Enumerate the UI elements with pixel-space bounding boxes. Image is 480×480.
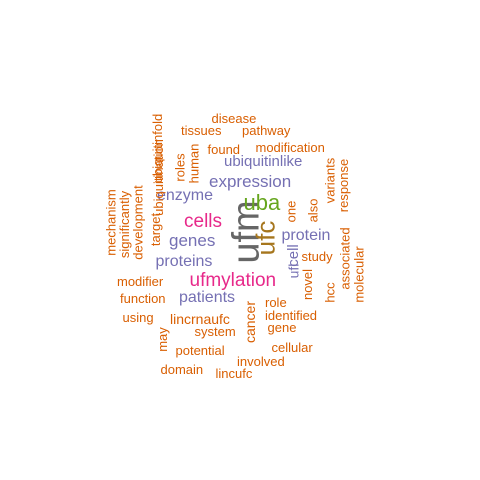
word-system: system: [194, 323, 236, 339]
word-variants: variants: [322, 157, 338, 203]
word-hcc: hcc: [322, 281, 338, 303]
word-cells: cells: [184, 210, 223, 232]
word-function: function: [120, 290, 166, 306]
word-ubiquitinlike: ubiquitinlike: [224, 152, 303, 170]
word-tissues: tissues: [181, 122, 222, 138]
word-one: one: [283, 200, 299, 222]
word-uba: uba: [243, 190, 281, 215]
word-enzyme: enzyme: [157, 187, 214, 204]
word-potential: potential: [175, 342, 225, 358]
word-domain: domain: [160, 361, 204, 377]
word-modifier: modifier: [117, 273, 164, 289]
word-role: role: [265, 294, 287, 310]
word-may: may: [154, 326, 170, 352]
word-cancer: cancer: [242, 300, 259, 344]
word-genes: genes: [169, 230, 216, 250]
word-expression: expression: [209, 171, 292, 191]
word-ufmylation: ufmylation: [189, 269, 277, 291]
word-ufc: ufc: [249, 220, 280, 256]
word-target: target: [147, 212, 163, 246]
word-patients: patients: [179, 289, 236, 306]
word-development: development: [130, 184, 146, 260]
word-identified: identified: [265, 307, 318, 323]
word-gene: gene: [267, 319, 297, 335]
word-disease: disease: [211, 110, 257, 126]
word-cell: cell: [284, 243, 302, 267]
word-mechanism: mechanism: [103, 188, 119, 256]
word-lincufc: lincufc: [215, 365, 253, 381]
word-ubiquitination: ubiquitination: [150, 138, 166, 216]
word-associated: associated: [337, 226, 353, 290]
word-roles: roles: [172, 152, 188, 182]
word-significantly: significantly: [116, 190, 132, 258]
word-molecular: molecular: [351, 245, 367, 303]
word-proteins: proteins: [155, 253, 213, 270]
word-found: found: [207, 141, 241, 157]
word-lincrnaufc: lincrnaufc: [170, 311, 230, 327]
word-pathway: pathway: [242, 122, 291, 138]
word-novel: novel: [299, 268, 315, 300]
word-also: also: [305, 198, 321, 222]
word-human: human: [186, 143, 202, 183]
word-cellular: cellular: [271, 339, 313, 355]
word-protein: protein: [281, 227, 331, 244]
word-modification: modification: [255, 139, 325, 155]
word-response: response: [335, 158, 351, 212]
word-using: using: [122, 309, 154, 325]
word-study: study: [301, 248, 333, 264]
word-involved: involved: [237, 353, 285, 369]
